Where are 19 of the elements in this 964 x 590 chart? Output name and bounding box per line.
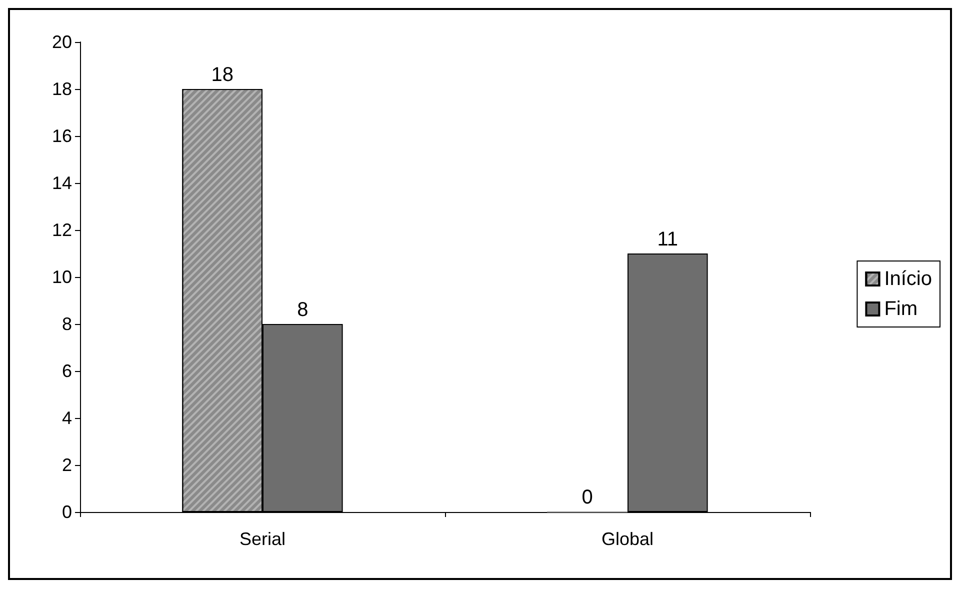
y-tick-label: 6 bbox=[62, 361, 72, 381]
y-tick-label: 12 bbox=[52, 220, 72, 240]
x-tick-label: Serial bbox=[239, 529, 286, 549]
data-label: 0 bbox=[582, 486, 593, 508]
data-label: 18 bbox=[211, 64, 234, 86]
y-tick-label: 10 bbox=[52, 267, 72, 287]
y-tick-label: 0 bbox=[62, 502, 72, 522]
data-label: 8 bbox=[297, 299, 308, 321]
legend-label: Fim bbox=[884, 298, 918, 320]
y-tick-label: 2 bbox=[62, 455, 72, 475]
data-label: 11 bbox=[657, 228, 678, 250]
legend-label: Início bbox=[884, 268, 932, 290]
y-tick-label: 8 bbox=[62, 314, 72, 334]
y-tick-label: 20 bbox=[52, 32, 72, 52]
y-tick-label: 16 bbox=[52, 126, 72, 146]
x-tick-label: Global bbox=[601, 529, 654, 549]
y-tick-label: 4 bbox=[62, 408, 72, 428]
y-tick-label: 18 bbox=[52, 79, 72, 99]
y-tick-label: 14 bbox=[52, 173, 72, 193]
